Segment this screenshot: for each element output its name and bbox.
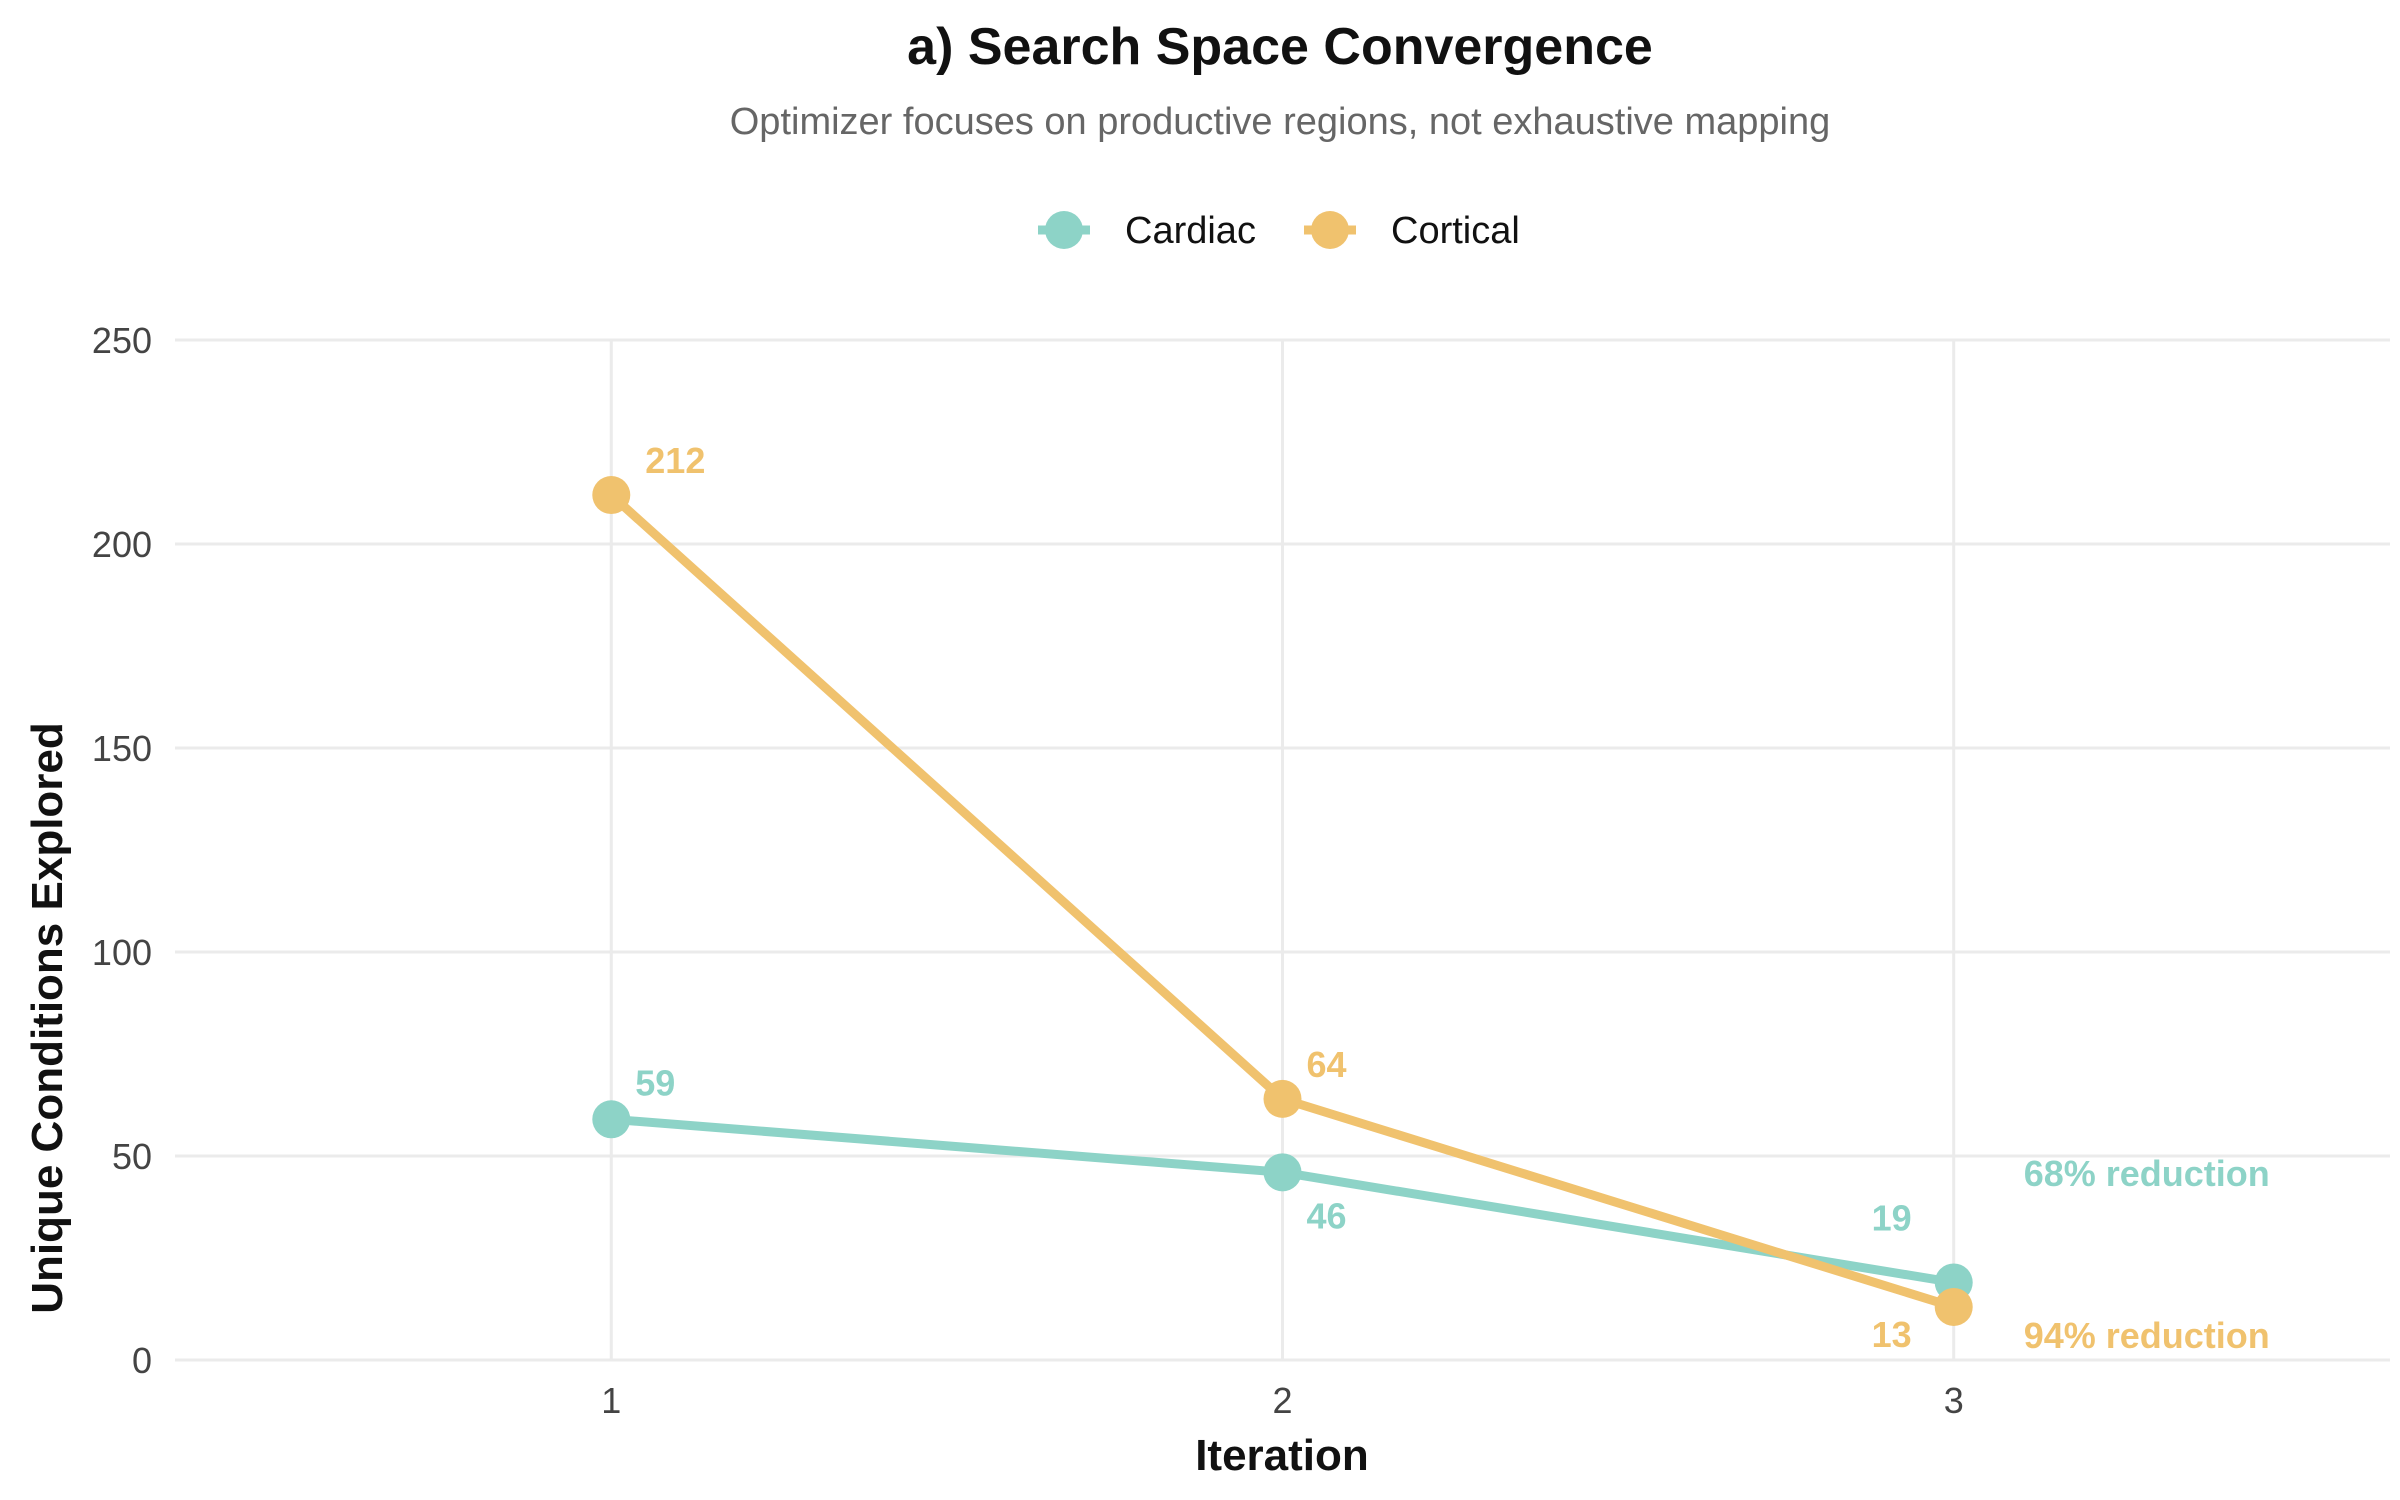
y-tick-label-250: 250 — [92, 320, 152, 361]
value-label-cardiac-2: 46 — [1307, 1195, 1347, 1236]
legend-label-cortical: Cortical — [1391, 210, 1520, 252]
x-axis-title: Iteration — [1195, 1431, 1369, 1480]
annotation-cardiac-reduction: 68% reduction — [2024, 1153, 2270, 1194]
value-label-cortical-1: 212 — [645, 440, 705, 481]
point-cardiac-1 — [592, 1100, 631, 1139]
point-cortical-2 — [1263, 1079, 1302, 1118]
value-label-cardiac-1: 59 — [635, 1062, 675, 1103]
legend-item-cardiac: Cardiac — [1038, 210, 1256, 252]
legend-item-cortical: Cortical — [1304, 210, 1520, 252]
x-tick-label-3: 3 — [1944, 1380, 1964, 1421]
grid — [175, 338, 2390, 1362]
value-label-cortical-2: 64 — [1307, 1044, 1347, 1085]
point-cardiac-2 — [1263, 1153, 1302, 1192]
point-cortical-1 — [592, 476, 631, 515]
legend-swatch-point-cardiac — [1045, 211, 1083, 249]
legend: Cardiac Cortical — [1038, 210, 1520, 252]
legend-swatch-point-cortical — [1311, 211, 1349, 249]
y-axis-title: Unique Conditions Explored — [23, 722, 72, 1314]
x-tick-label-1: 1 — [601, 1380, 621, 1421]
y-tick-label-200: 200 — [92, 524, 152, 565]
series — [592, 476, 1973, 1326]
y-tick-label-100: 100 — [92, 932, 152, 973]
chart-subtitle: Optimizer focuses on productive regions,… — [730, 101, 1830, 143]
chart-title: a) Search Space Convergence — [907, 18, 1653, 76]
value-label-cortical-3: 13 — [1872, 1314, 1912, 1355]
annotation-cortical-reduction: 94% reduction — [2024, 1315, 2270, 1356]
data-labels: 59 46 19 68% reduction 212 64 13 94% reduction — [635, 440, 2269, 1356]
x-axis-ticks: 1 2 3 — [601, 1380, 1963, 1421]
y-tick-label-50: 50 — [112, 1136, 152, 1177]
y-tick-label-150: 150 — [92, 728, 152, 769]
y-axis-ticks: 0 50 100 150 200 250 — [92, 320, 152, 1381]
y-tick-label-0: 0 — [132, 1340, 152, 1381]
point-cortical-3 — [1934, 1287, 1973, 1326]
legend-label-cardiac: Cardiac — [1125, 210, 1256, 252]
value-label-cardiac-3: 19 — [1872, 1197, 1912, 1238]
x-tick-label-2: 2 — [1272, 1380, 1292, 1421]
